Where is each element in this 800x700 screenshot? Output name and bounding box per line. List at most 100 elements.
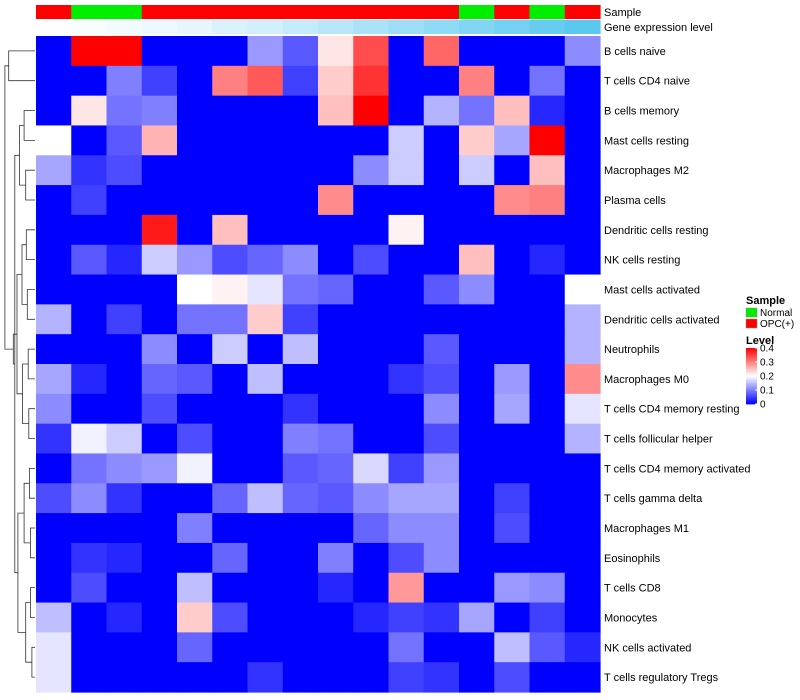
heatmap-cell	[141, 423, 178, 455]
heatmap-cell	[177, 334, 213, 365]
colorbar-segment	[746, 392, 757, 395]
heatmap-cell	[36, 513, 72, 544]
expression-level-annotation-cell	[106, 20, 143, 34]
heatmap-cell	[177, 602, 213, 633]
heatmap-cell	[459, 185, 495, 216]
row-label: Eosinophils	[604, 553, 661, 565]
heatmap-cell	[529, 274, 566, 305]
colorbar-segment	[746, 394, 757, 396]
heatmap-cell	[353, 95, 390, 127]
heatmap-cell	[36, 244, 72, 276]
heatmap-cell	[459, 542, 495, 574]
legend-swatch-opc	[745, 318, 758, 329]
heatmap-cell	[494, 483, 531, 514]
dendrogram-branch	[8, 50, 35, 82]
heatmap-cell	[212, 513, 249, 544]
expression-level-annotation-cell	[564, 20, 601, 34]
heatmap-cell	[282, 125, 319, 156]
heatmap-cell	[247, 214, 284, 246]
colorbar-segment	[746, 391, 757, 394]
row-label: Plasma cells	[604, 195, 666, 207]
sample-annotation-cell	[247, 5, 284, 19]
heatmap-cell	[318, 274, 354, 305]
heatmap-cell	[353, 334, 390, 365]
colorbar-segment	[746, 362, 757, 364]
heatmap-cell	[494, 602, 531, 633]
colorbar-tick-label: 0.3	[760, 358, 774, 369]
heatmap-cell	[106, 304, 143, 335]
heatmap-cell	[141, 632, 178, 663]
row-label: T cells CD4 memory resting	[604, 404, 740, 416]
heatmap-cell	[423, 393, 460, 425]
sample-annotation-cell	[212, 5, 249, 19]
heatmap-cell	[177, 513, 213, 544]
heatmap-cell	[36, 453, 72, 484]
heatmap-cell	[177, 95, 213, 127]
heatmap-cell	[106, 214, 143, 246]
sample-annotation-cell	[388, 5, 425, 19]
heatmap-cell	[353, 36, 390, 67]
heatmap-cell	[141, 662, 178, 693]
heatmap-cell	[353, 155, 390, 186]
heatmap-cell	[459, 393, 495, 425]
heatmap-cell	[353, 393, 390, 425]
heatmap-cell	[282, 393, 319, 425]
heatmap-cell	[212, 483, 249, 514]
heatmap-cell	[494, 65, 531, 97]
heatmap-cell	[177, 423, 213, 455]
heatmap-cell	[212, 632, 249, 663]
row-label: Monocytes	[604, 613, 658, 625]
colorbar-segment	[746, 398, 757, 401]
heatmap-cell	[353, 364, 390, 395]
dendrogram-branch	[27, 348, 35, 380]
heatmap-cell	[106, 513, 143, 544]
legend-sample-title: Sample	[746, 295, 785, 307]
heatmap-cell	[529, 602, 566, 633]
heatmap-cell	[141, 364, 178, 395]
heatmap-cell	[282, 155, 319, 186]
dendrogram-branch	[25, 602, 32, 663]
heatmap-cell	[353, 632, 390, 663]
colorbar-segment	[746, 349, 757, 352]
heatmap-cell	[318, 185, 354, 216]
sample-annotation-cell	[423, 5, 460, 19]
colorbar-segment	[746, 376, 757, 378]
heatmap-cell	[564, 483, 601, 514]
dendrogram-branch	[28, 408, 35, 439]
heatmap-cell	[282, 662, 319, 693]
heatmap-cell	[318, 572, 354, 604]
heatmap-cell	[353, 214, 390, 246]
dendrogram-branch	[29, 468, 35, 499]
heatmap-cell	[564, 662, 601, 693]
heatmap-cell	[564, 542, 601, 574]
heatmap-cell	[564, 214, 601, 246]
heatmap-cell	[353, 453, 390, 484]
heatmap-cell	[282, 542, 319, 574]
heatmap-cell	[71, 662, 108, 693]
heatmap-cell	[564, 513, 601, 544]
heatmap-cell	[282, 423, 319, 455]
colorbar-segment	[746, 357, 757, 360]
heatmap-cell	[106, 572, 143, 604]
heatmap-cell	[141, 483, 178, 514]
heatmap-cell	[36, 185, 72, 216]
sample-annotation-cell	[459, 5, 495, 19]
heatmap-cell	[564, 36, 601, 67]
row-label: Dendritic cells activated	[604, 314, 720, 326]
heatmap-cell	[388, 602, 425, 633]
colorbar-segment	[746, 350, 757, 353]
heatmap-cell	[212, 572, 249, 604]
heatmap-cell	[71, 393, 108, 425]
heatmap-cell	[318, 65, 354, 97]
heatmap-cell	[318, 244, 354, 276]
expression-level-annotation-cell	[36, 20, 72, 34]
heatmap-cell	[423, 632, 460, 663]
heatmap-cell	[212, 304, 249, 335]
heatmap-cell	[212, 542, 249, 574]
heatmap-cell	[459, 513, 495, 544]
heatmap-cell	[282, 274, 319, 305]
colorbar-segment	[746, 364, 757, 367]
heatmap-cell	[353, 513, 390, 544]
heatmap-cell	[388, 632, 425, 663]
